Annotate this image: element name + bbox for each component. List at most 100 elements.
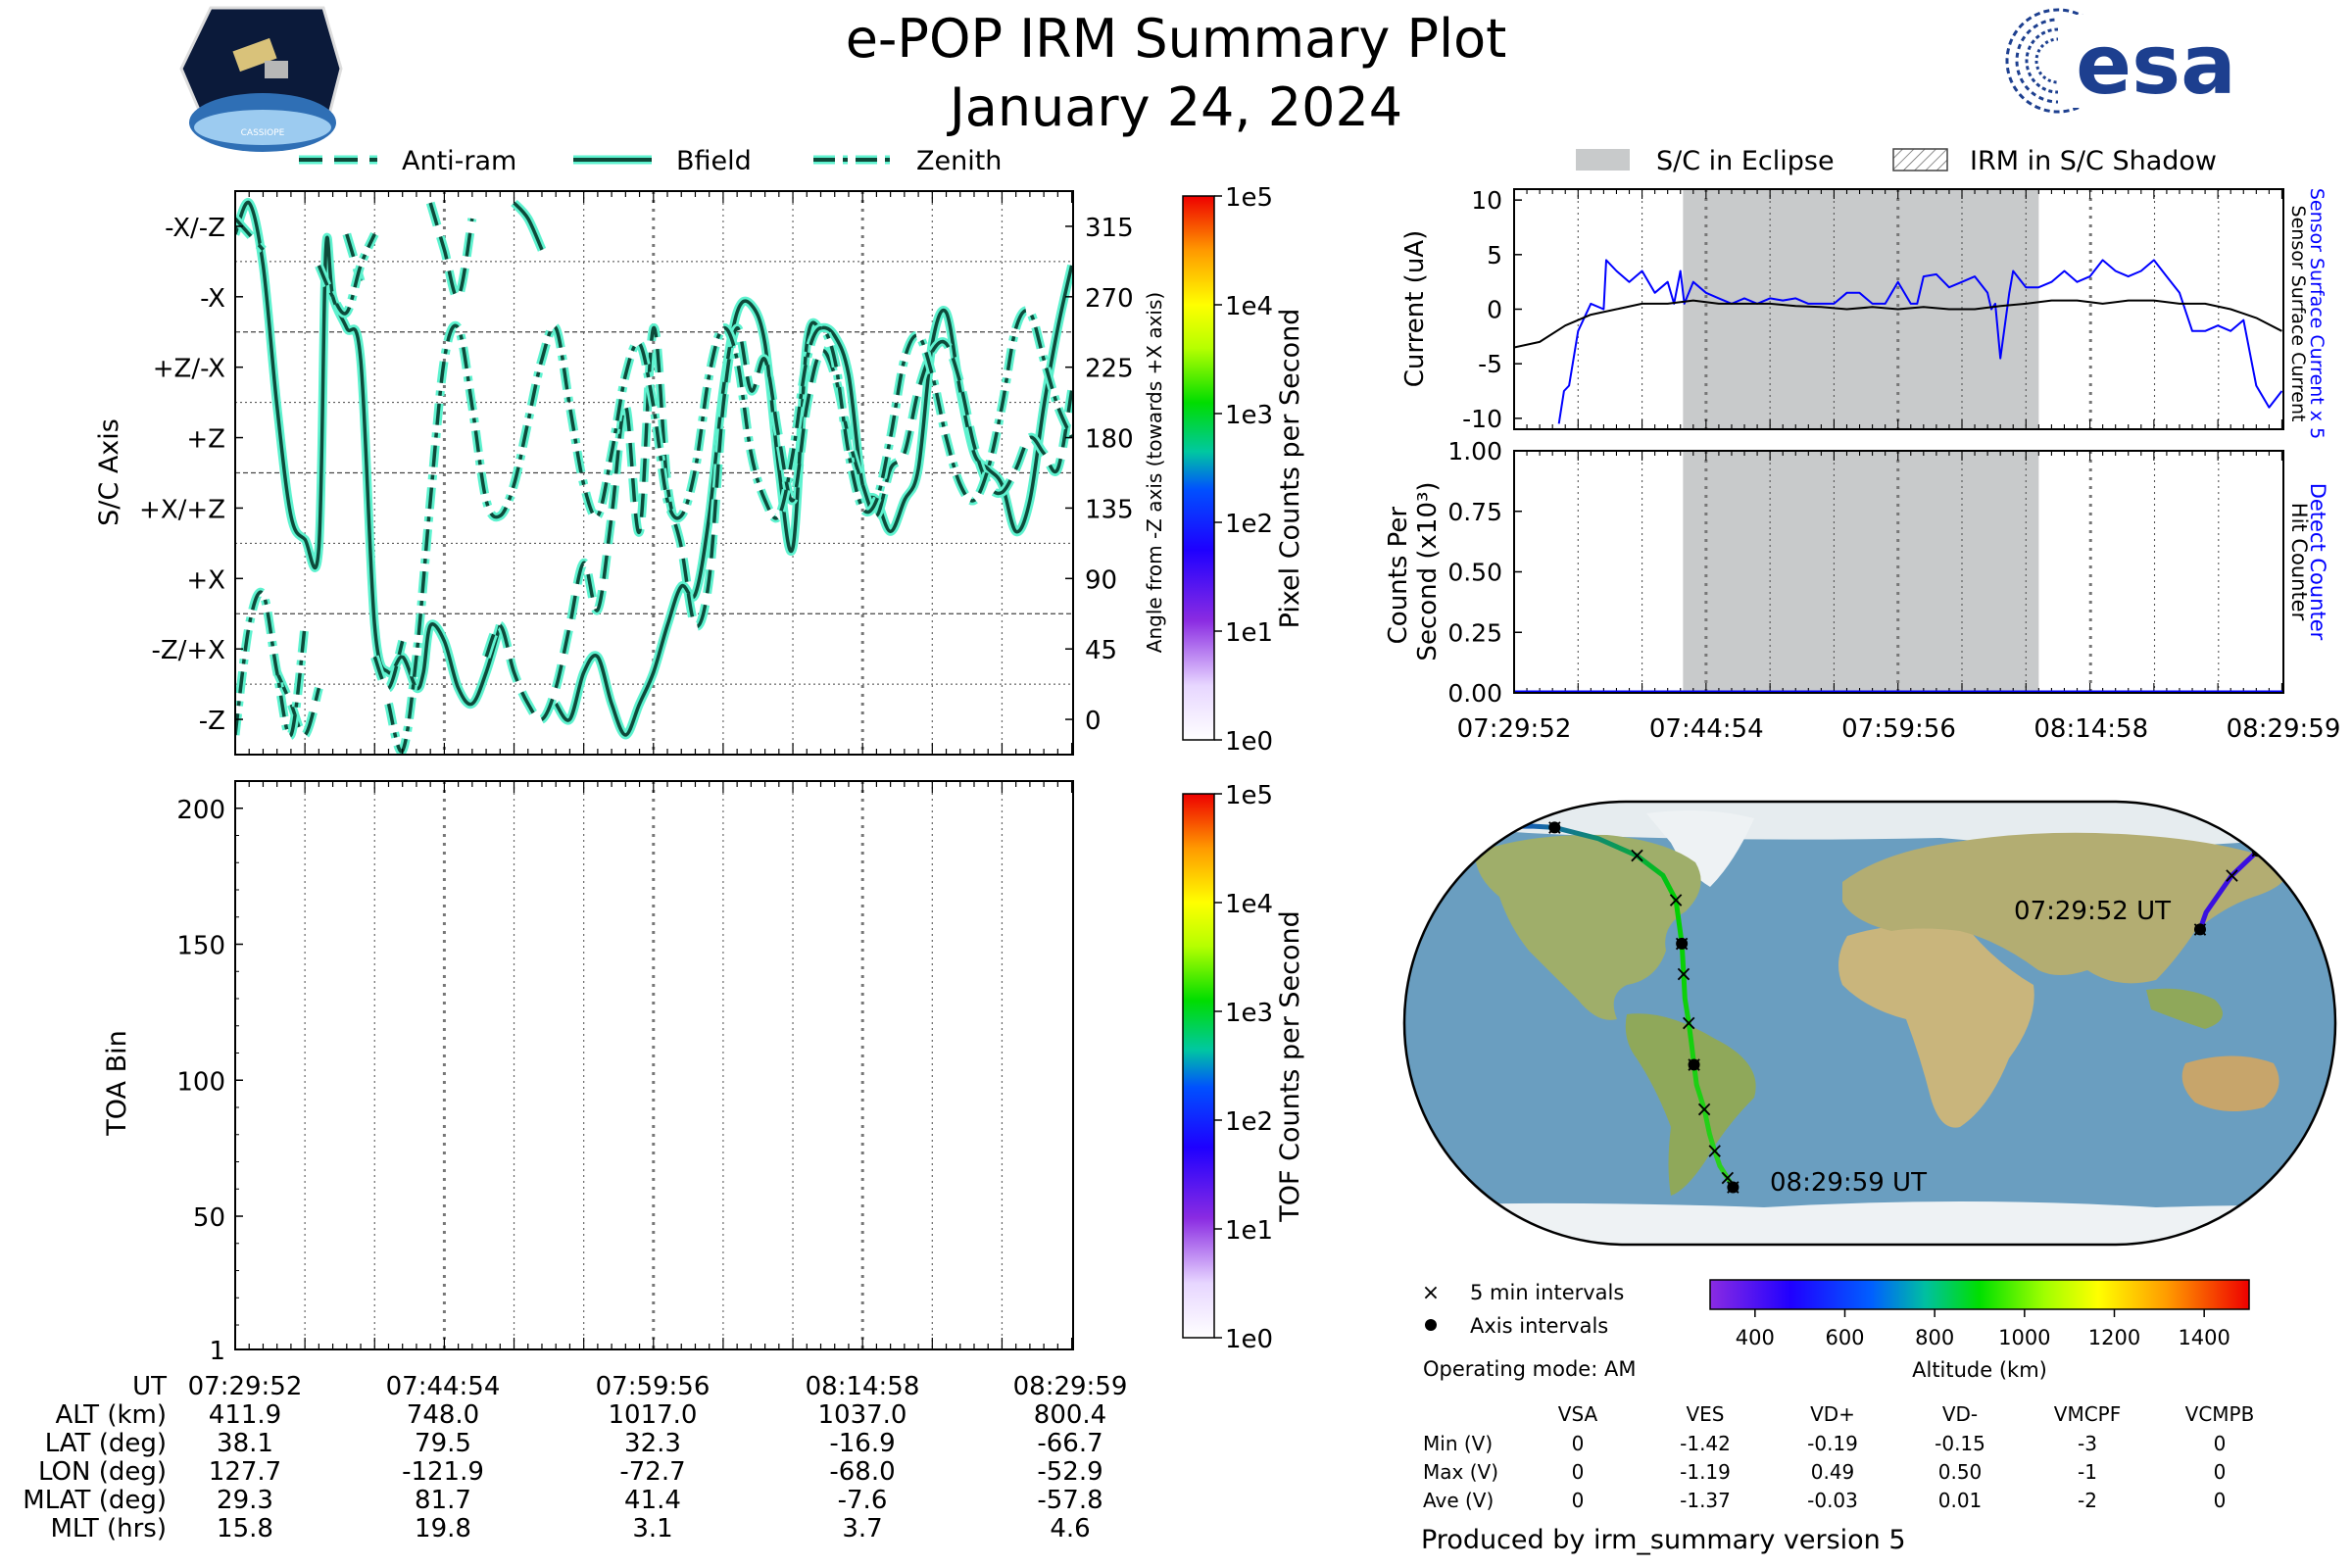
attitude-ylabel-right: Angle from -Z axis (towards +X axis) [1143,292,1166,653]
voltage-value: 0.50 [1938,1460,1983,1484]
colorbar-tick-label: 1e5 [1225,781,1273,810]
y-tick-label: +X [186,565,225,595]
south-america [1625,1013,1756,1196]
y-tick-label-right: 225 [1085,355,1134,384]
page-date: January 24, 2024 [947,76,1402,138]
eurasia [1842,832,2287,984]
dot-marker-icon [1425,1319,1437,1331]
greenland [1646,809,1754,887]
counts-right-label-blue: Detect Counter [2306,483,2329,641]
y-tick-label: 150 [176,932,225,961]
colorbar-tick-label: 400 [1736,1326,1775,1349]
x-tick-label: 07:29:52 [1457,714,1572,744]
y-tick-label: -Z/+X [151,636,225,665]
voltage-value: 0 [2214,1489,2227,1512]
y-tick-label: -5 [1478,350,1502,378]
voltage-column-header: VES [1686,1402,1724,1426]
ground-track [1443,823,1736,1189]
colorbar-tick-label: 1200 [2088,1326,2140,1349]
antarctica [1404,1201,2335,1245]
series-anti-ram [235,201,1073,740]
ephemeris-value: 748.0 [407,1400,479,1430]
eclipse-band [1683,451,2039,693]
series-surface-current-x5 [1557,259,2283,424]
pixel-colorbar: 1e0 1e1 1e2 1e3 1e4 1e5 Pixel Counts per Seco… [1182,183,1305,757]
y-tick-label: 1.00 [1447,437,1502,466]
ephemeris-value: 4.6 [1050,1514,1090,1544]
five-min-marker: × [1705,1140,1723,1164]
ephemeris-value: 08:29:59 [1013,1372,1128,1401]
toa-ylabel: TOA Bin [102,1030,132,1136]
ephemeris-value: -121.9 [402,1457,484,1487]
voltage-value: -3 [2078,1432,2097,1455]
five-min-marker: × [1434,817,1451,842]
voltage-value: -0.19 [1807,1432,1858,1455]
legend-attitude: Anti-ram Bfield Zenith [299,146,1002,176]
voltage-value: 0.49 [1811,1460,1855,1484]
y-tick-label: +Z [186,425,225,455]
colorbar-tick-label: 1e3 [1225,401,1273,430]
voltage-row-label: Ave (V) [1423,1489,1494,1512]
colorbar-tick-label: 1e3 [1225,999,1273,1028]
voltage-value: 0 [1572,1432,1585,1455]
voltage-value: 0 [1572,1460,1585,1484]
page-title: e-POP IRM Summary Plot [846,8,1507,70]
colorbar-tick-label: 1e0 [1225,1325,1273,1354]
ephemeris-value: -57.8 [1037,1486,1102,1515]
y-tick-label: 0.00 [1447,679,1502,708]
ephemeris-value: 3.7 [842,1514,882,1544]
voltage-value: -1.37 [1680,1489,1731,1512]
five-min-marker: × [1695,1098,1713,1122]
ephemeris-value: 3.1 [632,1514,672,1544]
ephemeris-label: LAT (deg) [45,1429,167,1458]
colorbar-tick-label: 1e4 [1225,890,1273,919]
legend-zenith: Zenith [916,146,1002,176]
series-bfield [235,198,1073,740]
current-panel: -10 -5 0 5 10 Current (uA) Sensor Surface Cu… [1400,186,2328,439]
ephemeris-value: 29.3 [217,1486,273,1515]
track-end-label: 08:29:59 UT [1770,1168,1927,1198]
tof-colorbar-label: TOF Counts per Second [1275,910,1305,1223]
x-tick-label: 07:44:54 [1649,714,1764,744]
y-tick-label-right: 315 [1085,214,1134,243]
ephemeris-value: 08:14:58 [806,1372,920,1401]
colorbar-tick-label: 1000 [1998,1326,2050,1349]
y-tick-label: 0.75 [1447,498,1502,526]
y-tick-label-right: 180 [1085,425,1134,455]
voltage-value: 0 [2214,1460,2227,1484]
x-tick-label: 08:14:58 [2034,714,2148,744]
ephemeris-label: MLAT (deg) [23,1486,167,1515]
voltage-value: -1.42 [1680,1432,1731,1455]
counts-panel: 0.00 0.25 0.50 0.75 1.00 Counts Per Second (… [1384,437,2340,744]
eclipse-band [1683,189,2039,429]
voltage-value: -0.03 [1807,1489,1858,1512]
voltage-column-header: VCMPB [2185,1402,2255,1426]
australia [2181,1055,2279,1111]
axis-marker [1727,1181,1740,1194]
colorbar-tick-label: 1e4 [1225,292,1273,321]
five-min-marker: × [2287,827,2305,852]
esa-logo: esa [2005,8,2236,114]
africa [1838,924,2034,1128]
ephemeris-value: 81.7 [415,1486,471,1515]
ephemeris-value: -72.7 [619,1457,685,1487]
ephemeris-value: -68.0 [829,1457,895,1487]
y-tick-label-right: 45 [1085,636,1117,665]
voltage-column-header: VMCPF [2054,1402,2121,1426]
ephemeris-value: 411.9 [209,1400,281,1430]
x-tick-label: 07:59:56 [1841,714,1956,744]
y-tick-label: 50 [193,1203,225,1233]
track-start-label: 07:29:52 UT [2014,897,2171,926]
y-tick-label: -X/-Z [165,214,225,243]
five-min-marker: × [1628,844,1645,868]
ephemeris-label: LON (deg) [38,1457,167,1487]
series-anti-ram-glow [235,201,1073,740]
north-america [1475,834,1701,1020]
series-surface-current [1514,299,2282,349]
ephemeris-value: -16.9 [829,1429,895,1458]
colorbar-tick-label: 1e1 [1225,618,1273,648]
y-tick-label: 10 [1471,186,1502,215]
counts-ylabel: Counts Per Second (x10³) [1384,481,1443,661]
voltage-value: -2 [2078,1489,2097,1512]
